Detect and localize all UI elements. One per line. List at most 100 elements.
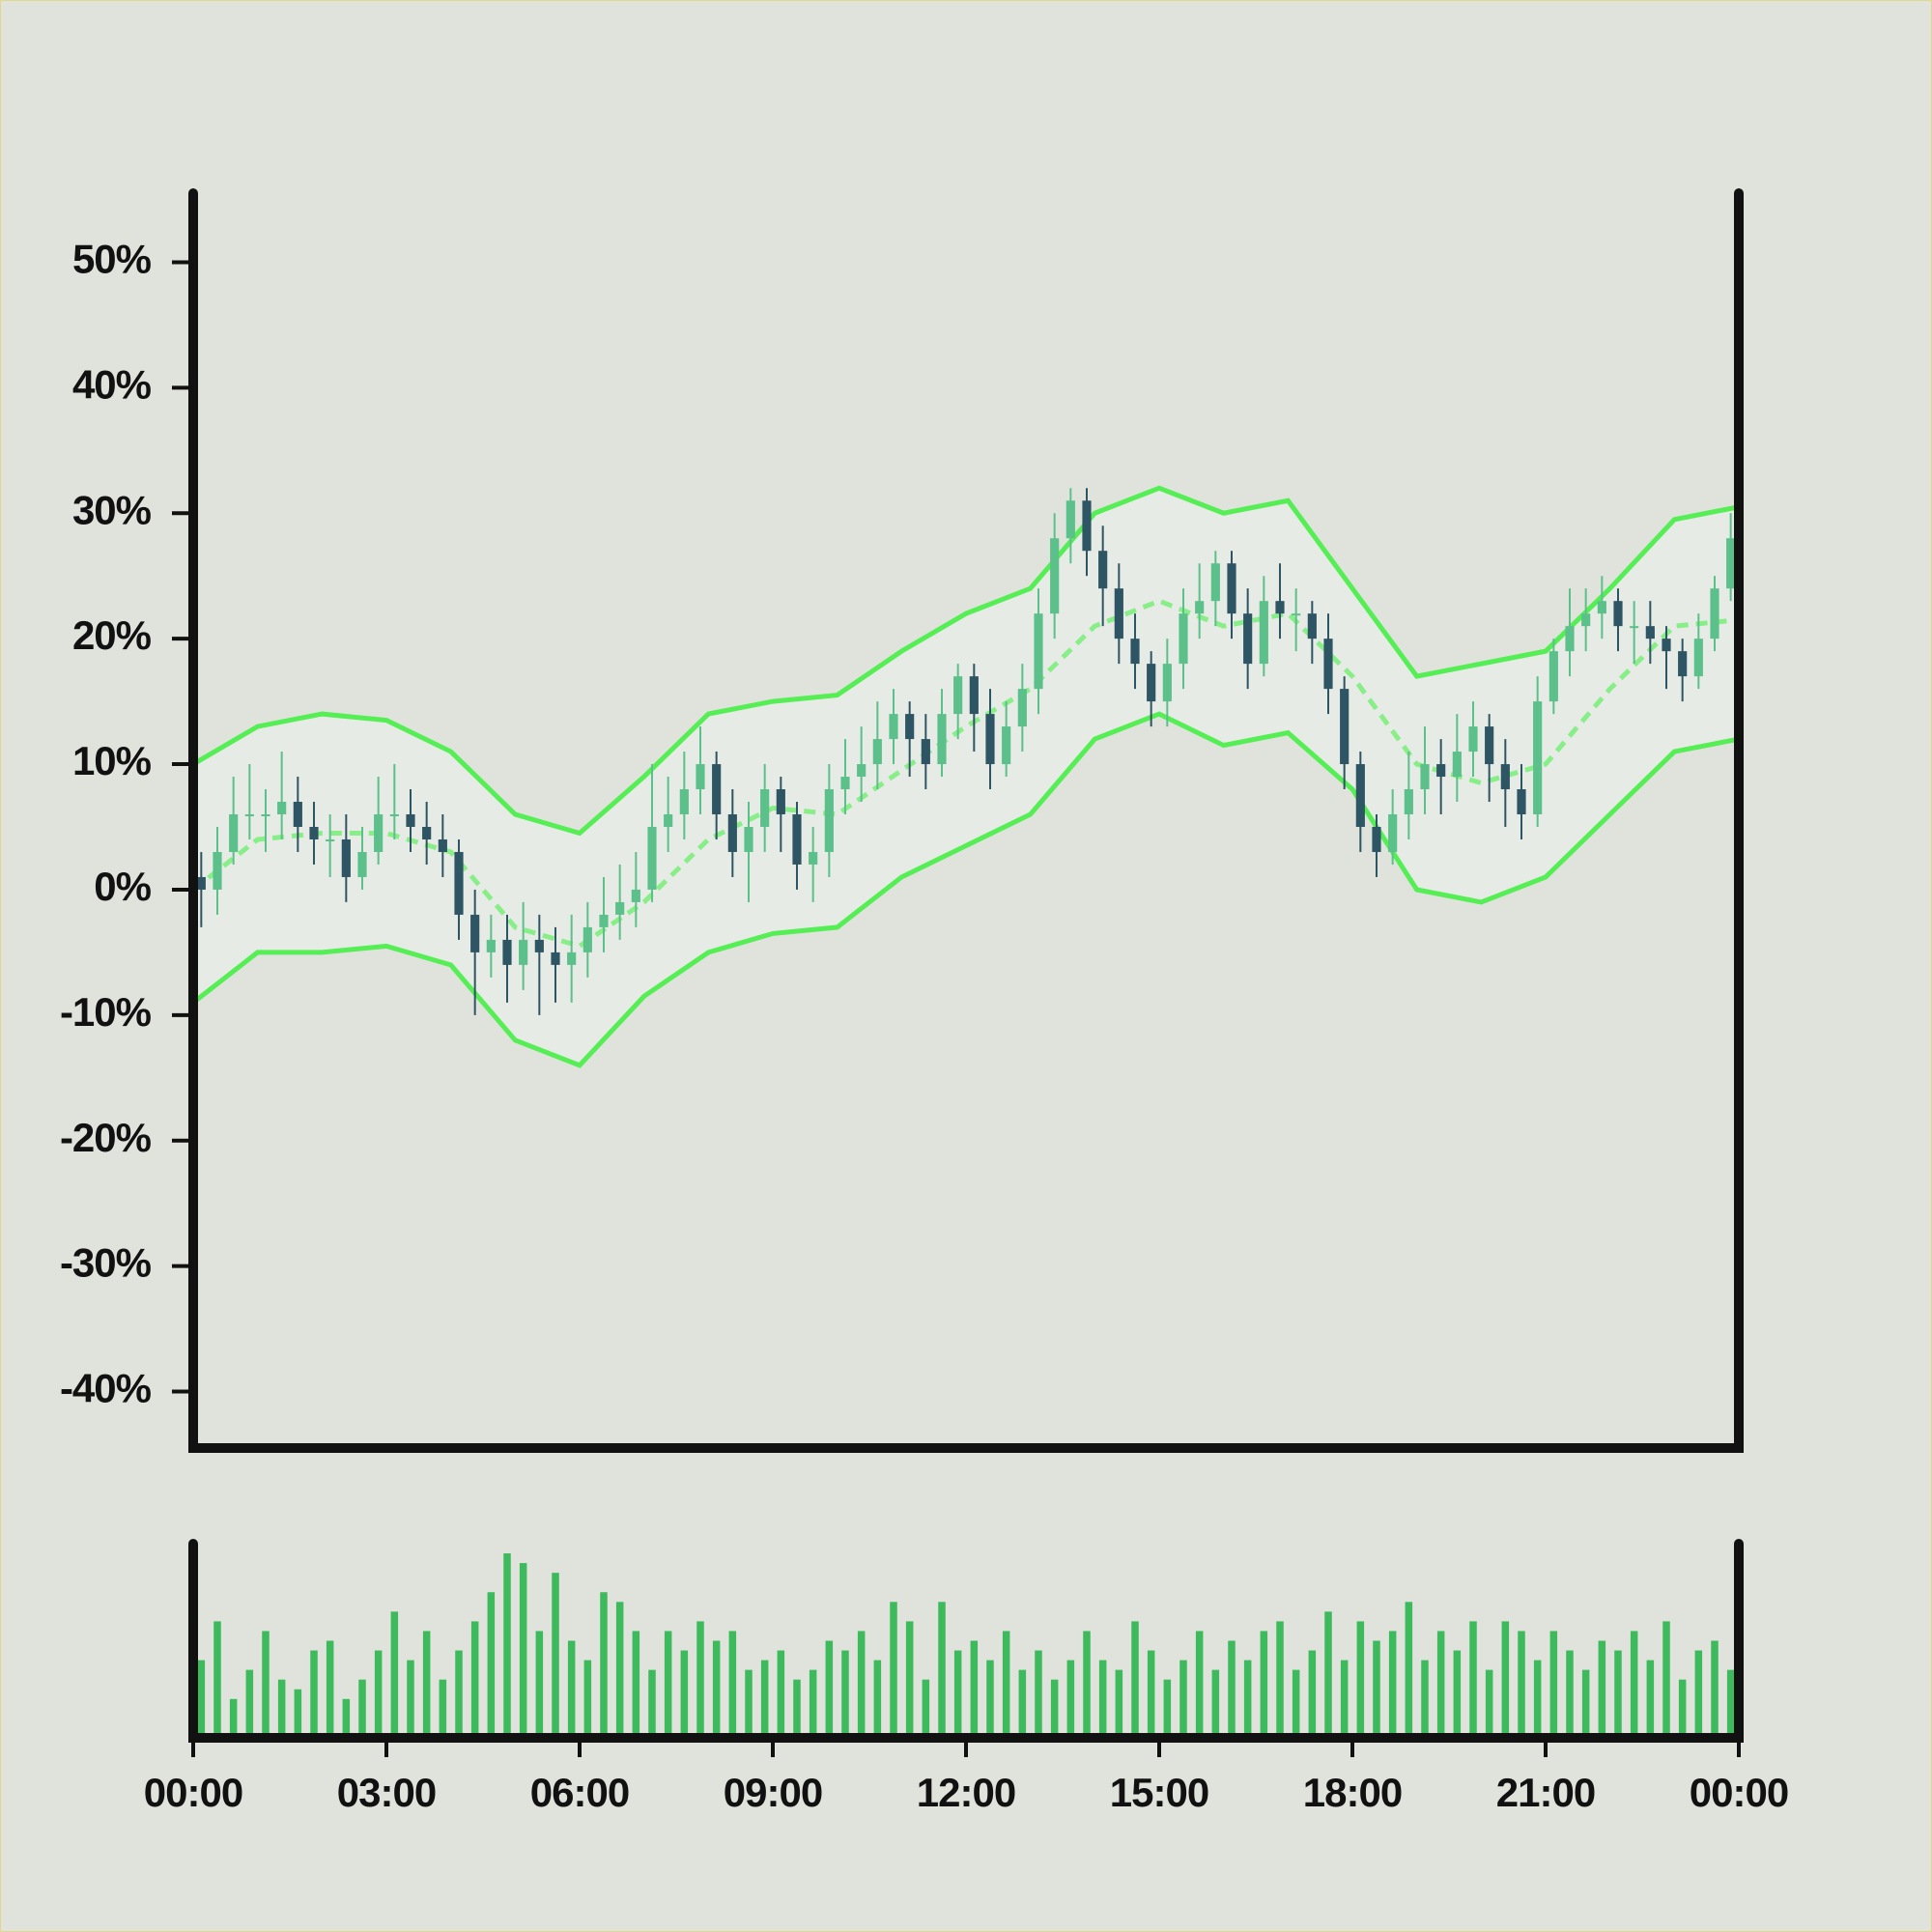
volume-bar — [213, 1621, 221, 1738]
volume-bar — [1228, 1640, 1236, 1738]
candle-body — [1243, 613, 1253, 665]
candle-body — [1485, 726, 1494, 765]
volume-bar — [1581, 1669, 1590, 1738]
volume-bar — [777, 1650, 785, 1738]
volume-bar — [632, 1631, 640, 1738]
candle-body — [438, 838, 447, 852]
volume-bar — [358, 1679, 366, 1738]
volume-bar — [1614, 1650, 1622, 1738]
y-tick-label: 40% — [72, 361, 152, 407]
candle-body — [872, 739, 882, 765]
candle-body — [1581, 613, 1591, 627]
y-tick-label: 10% — [72, 738, 152, 783]
candle-body — [519, 939, 528, 965]
candle-body — [229, 814, 239, 852]
volume-bar — [873, 1660, 882, 1738]
candle-body — [261, 814, 270, 817]
candle-body — [1372, 826, 1381, 852]
volume-bar — [1115, 1669, 1123, 1738]
candle-body — [599, 914, 609, 927]
y-tick-label: 50% — [72, 237, 152, 282]
candle-body — [1340, 689, 1350, 765]
volume-bar — [970, 1640, 979, 1738]
volume-bar — [422, 1631, 431, 1738]
volume-bar — [922, 1679, 930, 1738]
candle-body — [1292, 613, 1301, 616]
band-fill — [193, 488, 1739, 1065]
axis-frame — [188, 188, 1744, 1453]
candle-body — [1147, 664, 1156, 702]
volume-bar — [567, 1640, 576, 1738]
candle-body — [760, 789, 770, 827]
volume-bar — [1131, 1621, 1139, 1738]
volume-bar — [439, 1679, 447, 1738]
volume-bar — [1566, 1650, 1574, 1738]
band-line — [191, 711, 1740, 1068]
candle-body — [744, 826, 753, 852]
candle-body — [567, 952, 577, 965]
candle-body — [905, 714, 915, 740]
volume-bar — [600, 1592, 608, 1738]
volume-bar — [552, 1573, 559, 1738]
x-tick-label: 06:00 — [530, 1770, 629, 1815]
candle-body — [824, 789, 834, 852]
volume-bar — [1260, 1631, 1268, 1738]
candle-body — [1034, 613, 1043, 690]
volume-bar — [535, 1631, 544, 1738]
volume-bar — [745, 1669, 753, 1738]
candle-body — [1597, 601, 1606, 614]
candle-body — [389, 814, 399, 817]
candle-body — [374, 814, 384, 852]
volume-bar — [1436, 1631, 1445, 1738]
volume-bar — [326, 1640, 334, 1738]
candle-body — [696, 764, 705, 790]
volume-bar — [905, 1621, 914, 1738]
x-tick-label: 18:00 — [1303, 1770, 1402, 1815]
volume-bar — [938, 1602, 946, 1738]
volume-bar — [1485, 1669, 1493, 1738]
volume-bar — [487, 1592, 496, 1738]
volume-bar — [1356, 1621, 1365, 1738]
candle-body — [470, 914, 480, 952]
candle-body — [1162, 664, 1172, 702]
volume-bar — [1678, 1679, 1687, 1738]
volume-bar — [1518, 1631, 1525, 1738]
volume-bar — [1292, 1669, 1300, 1738]
volume-frame — [188, 1539, 1744, 1743]
candle-body — [1002, 726, 1011, 765]
candle-body — [679, 789, 689, 815]
volume-bar — [1646, 1660, 1655, 1738]
x-tick-label: 21:00 — [1496, 1770, 1595, 1815]
volume-bar — [1276, 1621, 1284, 1738]
volume-bar — [1662, 1621, 1670, 1738]
volume-bar — [648, 1669, 656, 1738]
candle-body — [664, 814, 673, 827]
volume-bar — [1163, 1679, 1172, 1738]
volume-bar — [712, 1640, 721, 1738]
candle-body — [1050, 538, 1060, 614]
candle-body — [1726, 538, 1736, 589]
candle-body — [1404, 789, 1413, 815]
volume-bar — [1598, 1640, 1606, 1738]
volume-bar — [197, 1660, 206, 1738]
candle-body — [326, 838, 335, 841]
candle-body — [1630, 626, 1639, 629]
volume-bar — [841, 1650, 849, 1738]
candle-body — [1195, 601, 1205, 614]
volume-bar — [760, 1660, 769, 1738]
candle-body — [631, 889, 640, 902]
volume-bar — [953, 1650, 962, 1738]
candle-body — [1017, 689, 1027, 727]
volume-bar — [664, 1631, 672, 1738]
candle-body — [1098, 551, 1108, 589]
y-tick-label: -10% — [60, 989, 152, 1035]
volume-bar — [1726, 1669, 1735, 1738]
volume-bar — [1195, 1631, 1204, 1738]
y-tick-label: 20% — [72, 612, 152, 658]
candle-body — [1179, 613, 1188, 665]
volume-bar — [793, 1679, 801, 1738]
candle-body — [406, 814, 415, 827]
volume-bar — [1469, 1621, 1477, 1738]
x-tick-label: 09:00 — [724, 1770, 822, 1815]
volume-bar — [986, 1660, 994, 1738]
